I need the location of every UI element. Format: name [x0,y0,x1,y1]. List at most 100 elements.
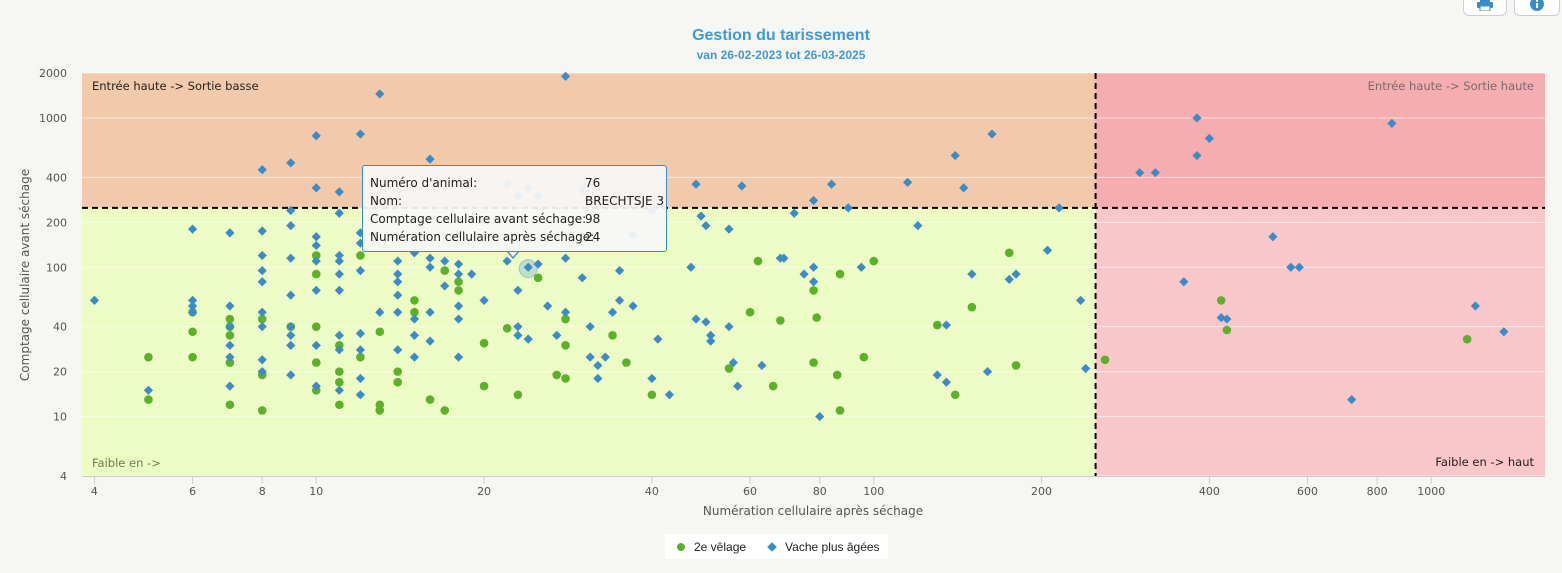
data-point-2e-velage [410,296,419,305]
data-point-2e-velage [144,352,153,362]
data-point-vache-plus-agees [409,314,420,324]
chart-title: Gestion du tarissement [692,27,870,44]
x-tick-label: 40 [645,485,659,498]
data-point-vache-plus-agees [257,355,267,365]
data-point-2e-velage [552,370,562,380]
y-tick-label: 2000 [39,67,67,80]
quadrant-bottom-right [1095,207,1545,476]
data-point-2e-velage [335,400,344,410]
data-point-2e-velage [454,286,463,295]
quadrant-bottom-left [82,207,1096,476]
tooltip-value: 76 [585,176,601,190]
data-point-2e-velage [812,313,821,322]
data-point-vache-plus-agees [542,301,553,311]
data-point-vache-plus-agees [691,179,701,189]
x-tick-label: 4 [91,485,98,498]
data-point-vache-plus-agees [286,322,296,332]
data-point-vache-plus-agees [664,390,675,400]
data-point-vache-plus-agees [1470,301,1480,311]
data-point-2e-velage [454,277,463,287]
data-point-vache-plus-agees [1286,262,1296,272]
data-point-2e-velage [257,314,267,324]
data-point-vache-plus-agees [523,334,533,344]
data-point-vache-plus-agees [393,269,403,279]
data-point-vache-plus-agees [941,320,951,330]
data-point-vache-plus-agees [560,253,571,263]
data-point-vache-plus-agees [560,71,571,81]
data-point-vache-plus-agees [913,221,923,231]
data-point-vache-plus-agees [856,262,866,272]
data-point-vache-plus-agees [311,232,321,242]
data-point-2e-velage [1004,248,1014,258]
data-point-2e-velage [188,352,197,362]
data-point-vache-plus-agees [513,330,523,340]
data-point-vache-plus-agees [257,367,267,377]
data-point-vache-plus-agees [425,336,435,346]
print-button[interactable] [1463,0,1507,16]
y-tick-label: 200 [46,216,67,229]
chart-legend: 2e vêlage Vache plus âgées [665,534,888,559]
data-point-vache-plus-agees [453,259,464,269]
data-point-2e-velage [533,273,543,283]
data-point-vache-plus-agees [355,129,366,139]
tooltip-label: Numéro d'animal: [370,176,478,190]
x-tick-label: 10 [309,485,323,498]
data-point-2e-velage [1462,334,1472,344]
data-point-vache-plus-agees [1135,168,1145,178]
data-point-vache-plus-agees [467,269,477,279]
data-point-vache-plus-agees [733,381,743,391]
data-point-vache-plus-agees [728,357,738,368]
data-point-vache-plus-agees [1268,232,1278,242]
data-point-vache-plus-agees [628,301,638,311]
data-point-vache-plus-agees [614,265,625,276]
tooltip-label: Nom: [370,194,403,208]
data-point-2e-velage [225,400,235,410]
tooltip-arrow-fill [507,250,519,257]
data-point-vache-plus-agees [1192,113,1202,123]
data-point-2e-velage [513,390,523,400]
data-point-vache-plus-agees [393,256,403,266]
data-point-vache-plus-agees [724,224,734,234]
data-point-vache-plus-agees [552,330,562,340]
x-tick-label: 1000 [1417,485,1445,498]
diamond-marker-icon [767,541,777,552]
legend-item-2e-velage[interactable]: 2e vêlage [677,540,746,554]
data-point-2e-velage [257,406,267,415]
data-point-2e-velage [932,320,942,330]
data-point-vache-plus-agees [393,307,403,317]
data-point-vache-plus-agees [334,385,344,395]
x-tick-label: 400 [1199,485,1220,498]
data-point-2e-velage [356,251,365,260]
info-button[interactable] [1514,0,1560,16]
legend-label: 2e vêlage [694,539,747,554]
data-point-2e-velage [1100,355,1110,365]
data-point-2e-velage [375,327,385,337]
data-point-vache-plus-agees [808,262,819,272]
data-point-2e-velage [335,377,344,387]
x-tick-label: 600 [1297,485,1318,498]
x-tick-label: 60 [743,485,757,498]
tooltip-row-name: Nom: BRECHTSJE 3 [370,192,666,210]
data-point-vache-plus-agees [334,269,344,279]
data-point-vache-plus-agees [987,129,997,139]
data-point-vache-plus-agees [706,330,716,340]
tooltip-value: 98 [585,212,601,226]
data-point-vache-plus-agees [453,352,464,362]
x-tick-label: 80 [813,485,827,498]
data-point-vache-plus-agees [1294,262,1304,272]
data-point-vache-plus-agees [257,322,267,332]
data-point-vache-plus-agees [453,269,464,279]
data-point-vache-plus-agees [523,262,533,272]
data-point-2e-velage [393,377,403,387]
data-point-vache-plus-agees [89,295,100,305]
data-point-vache-plus-agees [393,277,403,287]
x-tick-label: 800 [1367,485,1388,498]
legend-item-vache-plus-agees[interactable]: Vache plus âgées [767,540,880,554]
data-point-vache-plus-agees [950,150,960,161]
quadrant-label-top-left: Entrée haute -> Sortie basse [92,79,259,93]
data-point-vache-plus-agees [932,370,942,380]
data-point-vache-plus-agees [225,301,235,311]
data-point-vache-plus-agees [355,328,366,339]
data-point-vache-plus-agees [286,221,296,231]
data-point-vache-plus-agees [334,256,344,266]
